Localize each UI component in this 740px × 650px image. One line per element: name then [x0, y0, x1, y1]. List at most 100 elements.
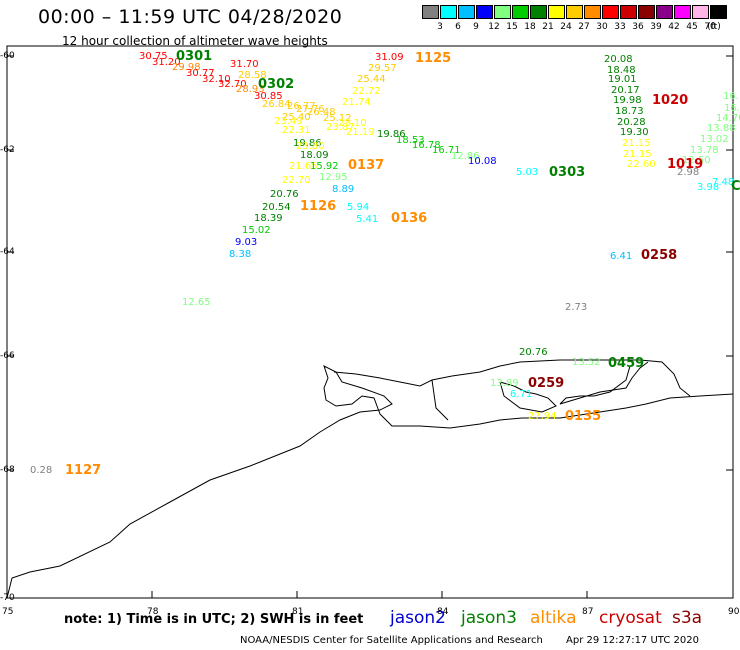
wave-height-observation: 26.48: [307, 107, 336, 118]
scale-swatch: [710, 5, 727, 19]
scale-label: 6: [455, 22, 461, 32]
footer-credit: NOAA/NESDIS Center for Satellite Applica…: [240, 635, 543, 646]
scale-swatch: [584, 5, 601, 19]
scale-label: 45: [686, 22, 698, 32]
wave-height-observation: 19.86: [377, 129, 406, 140]
scale-label: 27: [578, 22, 590, 32]
wave-height-observation: 32.70: [218, 79, 247, 90]
wave-height-observation: 32.10: [202, 74, 231, 85]
color-scale: 3 6 9 12 15 18 21 24 27 30 33 36 39 42 45 70 (ft): [422, 5, 728, 36]
wave-height-observation: 12.86: [451, 151, 480, 162]
wave-height-observation: 30.75: [139, 51, 168, 62]
scale-label: 18: [524, 22, 536, 32]
wave-height-observation: 8.89: [332, 184, 355, 195]
wave-height-observation: 20.28: [617, 117, 646, 128]
wave-height-observation: 16.71: [432, 145, 461, 156]
wave-height-observation: 2.98: [677, 167, 700, 178]
wave-height-observation: 21.15: [623, 149, 652, 160]
scale-label: 42: [668, 22, 680, 32]
wave-height-observation: 28.93: [236, 84, 265, 95]
y-axis-tick: -60: [0, 51, 15, 61]
pass-time-label: 0259: [528, 376, 565, 391]
wave-height-observation: 29.57: [368, 63, 397, 74]
wave-height-observation: 10.08: [468, 156, 497, 167]
scale-label: 70: [704, 22, 716, 32]
pass-time-label: 0135: [565, 409, 602, 424]
wave-height-observation: 6.41: [610, 251, 633, 262]
wave-height-observation: 27.76: [296, 104, 325, 115]
scale-label: 30: [596, 22, 608, 32]
scale-label: 21: [542, 22, 554, 32]
y-axis-tick: -68: [0, 465, 15, 475]
scale-label: 39: [650, 22, 662, 32]
y-axis-tick: -62: [0, 145, 15, 155]
footer-timestamp: Apr 29 12:27:17 UTC 2020: [566, 635, 699, 646]
wave-height-observation: 30.85: [254, 91, 283, 102]
wave-height-observation: 27.94: [528, 411, 557, 422]
wave-height-observation: 0.28: [30, 465, 53, 476]
ice-shelf-outline: [333, 359, 691, 421]
wave-height-observation: 25.40: [282, 112, 311, 123]
legend-jason2: jason2: [390, 608, 446, 628]
wave-height-observation: 15.92: [310, 161, 339, 172]
pass-time-label: 0302: [258, 77, 295, 92]
scale-swatch: [476, 5, 493, 19]
pass-time-label: 1127: [65, 463, 102, 478]
legend-note: note: 1) Time is in UTC; 2) SWH is in fe…: [64, 612, 364, 627]
wave-height-observation: 21.74: [342, 97, 371, 108]
scale-swatch: [530, 5, 547, 19]
wave-height-observation: 20.08: [604, 54, 633, 65]
pass-time-label: 1019: [667, 157, 704, 172]
scale-swatch: [440, 5, 457, 19]
wave-height-observation: 14.70: [716, 113, 740, 124]
wave-height-observation: 26.84: [262, 99, 291, 110]
scale-swatch: [494, 5, 511, 19]
wave-height-observation: 5.94: [347, 202, 370, 213]
wave-height-observation: 18.53: [396, 135, 425, 146]
pass-time-label: C: [731, 179, 740, 194]
pass-time-label: 0137: [348, 158, 385, 173]
map-title: 00:00 – 11:59 UTC 04/28/2020: [38, 6, 343, 28]
scale-swatch: [656, 5, 673, 19]
scale-swatch: [638, 5, 655, 19]
wave-height-observation: 20.76: [519, 347, 548, 358]
wave-height-observation: 21.65: [289, 161, 318, 172]
x-axis-tick: 84: [437, 607, 449, 617]
wave-height-observation: 3.98: [697, 182, 720, 193]
wave-height-observation: 22.31: [282, 125, 311, 136]
color-scale-labels: 3 6 9 12 15 18 21 24 27 30 33 36 39 42 45 70 (ft): [422, 22, 728, 36]
y-axis-tick: -70: [0, 593, 15, 603]
x-axis-tick: 75: [2, 607, 14, 617]
pass-time-label: 1125: [415, 51, 452, 66]
wave-height-observation: 22.60: [627, 159, 656, 170]
legend-jason3: jason3: [461, 608, 517, 628]
x-axis-tick: 78: [147, 607, 159, 617]
pass-time-label: 1126: [300, 199, 337, 214]
wave-height-observation: 16.78: [412, 140, 441, 151]
wave-height-observation: 16.13: [723, 91, 740, 102]
legend-altika: altika: [530, 608, 577, 628]
wave-height-observation: 12.65: [182, 297, 211, 308]
wave-height-observation: 13.02: [700, 134, 729, 145]
pass-time-label: 0136: [391, 211, 428, 226]
wave-height-observation: 28.58: [238, 70, 267, 81]
wave-height-observation: 12.50: [682, 155, 711, 166]
scale-swatch: [548, 5, 565, 19]
y-axis-tick: -66: [0, 351, 15, 361]
wave-height-observation: 18.09: [300, 150, 329, 161]
scale-label: 36: [632, 22, 644, 32]
scale-swatch: [674, 5, 691, 19]
axis-ticks: [6, 55, 734, 599]
wave-height-observation: 2.73: [565, 302, 588, 313]
wave-height-observation: 26.77: [287, 101, 316, 112]
wave-height-observation: 13.52: [572, 357, 601, 368]
wave-height-observation: 8.38: [229, 249, 252, 260]
map-frame: [6, 45, 734, 599]
wave-height-observation: 5.03: [516, 167, 539, 178]
scale-swatch: [422, 5, 439, 19]
legend-s3a: s3a: [672, 608, 703, 628]
pass-time-label: 0303: [549, 165, 586, 180]
scale-swatch: [602, 5, 619, 19]
wave-height-observation: 15.02: [242, 225, 271, 236]
